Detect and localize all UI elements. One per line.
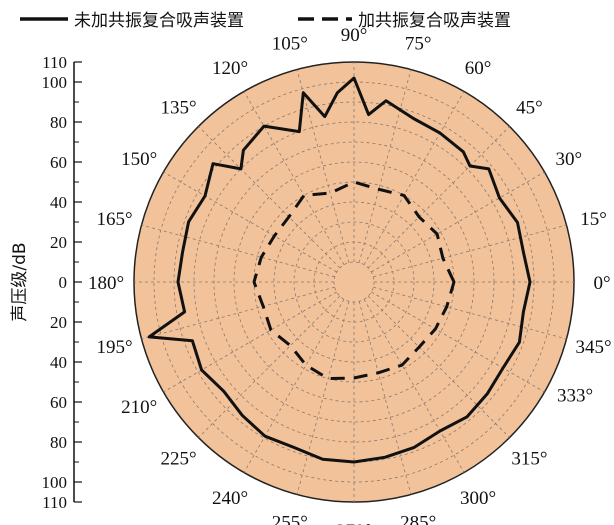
- series-solid-line: [147, 76, 532, 464]
- angle-label: 300°: [460, 488, 496, 509]
- grid-ring: [293, 221, 415, 343]
- angle-label: 90°: [341, 25, 368, 46]
- angle-label: 240°: [212, 488, 248, 509]
- y-tick-label: 80: [50, 113, 67, 132]
- angle-label: 135°: [161, 98, 197, 119]
- angle-label: 120°: [212, 58, 248, 79]
- angle-label: 195°: [96, 337, 132, 358]
- angle-label: 285°: [400, 513, 436, 525]
- angle-label: 270°: [336, 521, 372, 525]
- y-tick-label: 60: [50, 153, 67, 172]
- y-tick-label: 110: [42, 53, 67, 72]
- angle-label: 345°: [575, 337, 611, 358]
- y-tick-label: 100: [42, 73, 68, 92]
- angle-label: 30°: [555, 149, 582, 170]
- legend-dashed-label: 加共振复合吸声装置: [358, 11, 511, 31]
- angle-label: 15°: [580, 209, 607, 230]
- angle-label: 60°: [465, 58, 492, 79]
- angle-label: 165°: [96, 209, 132, 230]
- y-tick-label: 100: [42, 473, 68, 492]
- angle-label: 0°: [593, 273, 610, 294]
- legend: 未加共振复合吸声装置 加共振复合吸声装置: [20, 11, 511, 31]
- angle-label: 150°: [121, 149, 157, 170]
- angle-label: 315°: [511, 448, 547, 469]
- angle-label: 210°: [121, 397, 157, 418]
- angle-label: 45°: [516, 98, 543, 119]
- legend-solid-label: 未加共振复合吸声装置: [74, 11, 244, 31]
- y-tick-label: 80: [50, 433, 67, 452]
- y-tick-label: 20: [50, 233, 67, 252]
- y-tick-label: 20: [50, 313, 67, 332]
- angle-label: 75°: [405, 34, 432, 55]
- y-axis-label: 声压级/dB: [10, 242, 30, 321]
- y-tick-label: 40: [50, 353, 67, 372]
- series-group: [147, 76, 532, 464]
- y-tick-label: 40: [50, 193, 67, 212]
- grid-ring: [233, 161, 475, 403]
- angle-label: 333°: [557, 386, 593, 407]
- y-tick-label: 0: [59, 273, 68, 292]
- series-dashed-line: [252, 180, 456, 381]
- angle-labels: 0° 15° 30° 45° 60° 75° 90° 105° 120° 135° 150° 165°…: [88, 25, 612, 525]
- angle-label: 255°: [272, 513, 308, 525]
- angle-label: 180°: [88, 273, 124, 294]
- y-tick-label: 110: [42, 493, 67, 512]
- y-tick-label: 60: [50, 393, 67, 412]
- angle-label: 105°: [272, 34, 308, 55]
- polar-area: 0° 15° 30° 45° 60° 75° 90° 105° 120° 135° 150° 165°…: [88, 25, 612, 525]
- angle-label: 225°: [161, 448, 197, 469]
